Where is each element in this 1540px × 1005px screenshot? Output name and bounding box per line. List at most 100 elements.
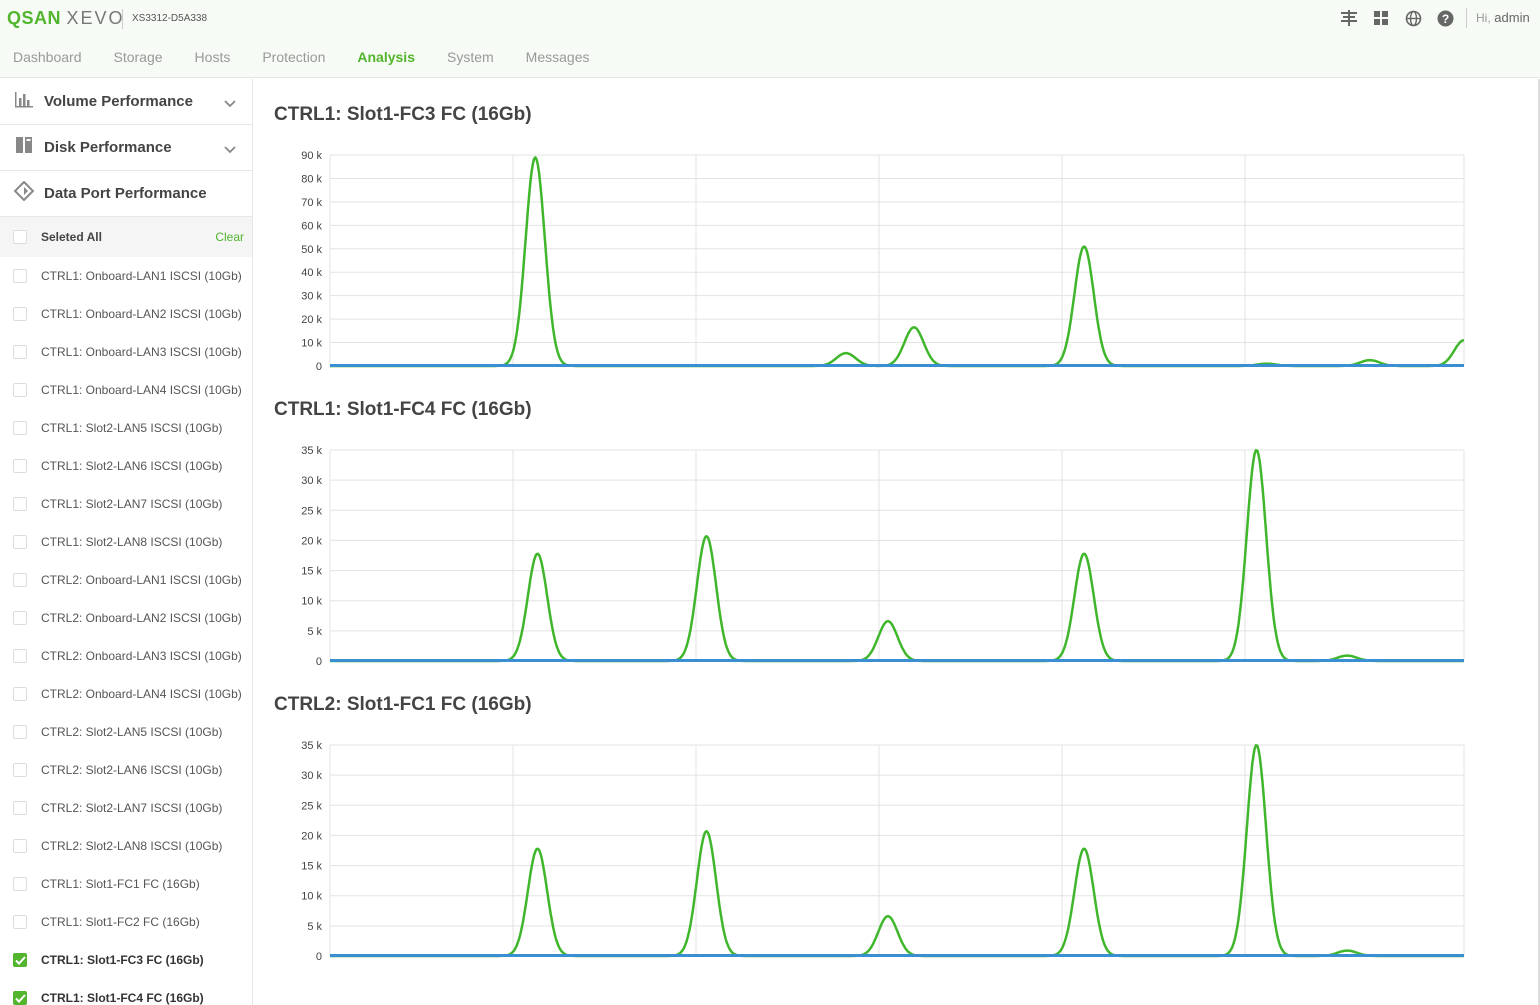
port-item[interactable]: CTRL1: Slot2-LAN8 ISCSI (10Gb) [0,523,252,561]
port-label: CTRL1: Slot2-LAN6 ISCSI (10Gb) [41,459,223,473]
svg-text:?: ? [1441,12,1448,26]
tab-storage[interactable]: Storage [113,49,163,65]
checkbox[interactable] [13,915,27,929]
brand-logo[interactable]: QSAN XEVO [7,8,125,29]
user-divider [1466,8,1467,28]
port-label: CTRL2: Slot2-LAN8 ISCSI (10Gb) [41,839,223,853]
sidebar: Volume Performance Disk Performance Data… [0,79,253,1005]
clear-link[interactable]: Clear [215,230,244,244]
port-label: CTRL2: Onboard-LAN4 ISCSI (10Gb) [41,687,242,701]
greeting: Hi, [1476,11,1491,25]
line-chart-ctrl1-fc4: 05 k10 k15 k20 k25 k30 k35 k9/14/2022, 0… [301,445,1465,668]
bar-chart-icon [14,90,34,113]
disk-icon [14,136,34,159]
checkbox[interactable] [13,649,27,663]
checkbox[interactable] [13,877,27,891]
globe-icon[interactable] [1404,9,1422,27]
port-item[interactable]: CTRL2: Onboard-LAN4 ISCSI (10Gb) [0,675,252,713]
port-item[interactable]: CTRL1: Slot1-FC3 FC (16Gb) [0,941,252,979]
port-item[interactable]: CTRL1: Onboard-LAN2 ISCSI (10Gb) [0,295,252,333]
checkbox[interactable] [13,497,27,511]
username: admin [1494,10,1530,25]
chevron-down-icon[interactable] [224,95,236,113]
chevron-down-icon[interactable] [224,141,236,159]
port-item[interactable]: CTRL2: Slot2-LAN6 ISCSI (10Gb) [0,751,252,789]
section-label: Data Port Performance [44,185,207,202]
port-list: CTRL1: Onboard-LAN1 ISCSI (10Gb) CTRL1: O… [0,257,252,1005]
checkbox[interactable] [13,763,27,777]
tab-analysis[interactable]: Analysis [357,49,415,65]
port-item[interactable]: CTRL2: Onboard-LAN3 ISCSI (10Gb) [0,637,252,675]
tab-dashboard[interactable]: Dashboard [13,49,82,65]
logo-secondary: XEVO [66,8,125,28]
port-item[interactable]: CTRL1: Slot1-FC2 FC (16Gb) [0,903,252,941]
help-icon[interactable]: ? [1436,9,1454,27]
port-label: CTRL1: Onboard-LAN2 ISCSI (10Gb) [41,307,242,321]
port-item[interactable]: CTRL1: Slot2-LAN5 ISCSI (10Gb) [0,409,252,447]
checkbox[interactable] [13,611,27,625]
chart-ctrl2-fc1: CTRL2: Slot1-FC1 FC (16Gb) 0 5 k 10 k 15 k 2… [254,669,1538,964]
chart-title: CTRL2: Slot1-FC1 FC (16Gb) [274,694,532,715]
tab-protection[interactable]: Protection [262,49,326,65]
grid-icon[interactable] [1372,9,1390,27]
chart-ctrl1-fc4: CTRL1: Slot1-FC4 FC (16Gb) 0 5 k 10 k 15 k 2… [254,374,1538,669]
section-data-port-performance[interactable]: Data Port Performance [0,171,252,217]
y-tick-label: 15 k [301,861,322,873]
checkbox[interactable] [13,459,27,473]
section-volume-performance[interactable]: Volume Performance [0,79,252,125]
port-item[interactable]: CTRL2: Onboard-LAN2 ISCSI (10Gb) [0,599,252,637]
port-item[interactable]: CTRL1: Slot1-FC1 FC (16Gb) [0,865,252,903]
select-all-checkbox[interactable] [13,230,27,244]
header-divider [122,9,123,29]
port-item[interactable]: CTRL1: Onboard-LAN1 ISCSI (10Gb) [0,257,252,295]
port-item[interactable]: CTRL1: Slot2-LAN7 ISCSI (10Gb) [0,485,252,523]
chart-title: CTRL1: Slot1-FC4 FC (16Gb) [274,399,532,420]
checkbox[interactable] [13,345,27,359]
port-label: CTRL1: Slot2-LAN7 ISCSI (10Gb) [41,497,223,511]
user-menu[interactable]: Hi, admin [1476,10,1530,25]
tab-hosts[interactable]: Hosts [194,49,231,65]
checkbox[interactable] [13,687,27,701]
tab-messages[interactable]: Messages [525,49,590,65]
port-item[interactable]: CTRL1: Slot1-FC4 FC (16Gb) [0,979,252,1005]
port-item[interactable]: CTRL2: Onboard-LAN1 ISCSI (10Gb) [0,561,252,599]
checkbox[interactable] [13,383,27,397]
checkbox[interactable] [13,725,27,739]
port-label: CTRL1: Slot1-FC2 FC (16Gb) [41,915,200,929]
checkbox[interactable] [13,801,27,815]
port-item[interactable]: CTRL2: Slot2-LAN5 ISCSI (10Gb) [0,713,252,751]
port-item[interactable]: CTRL1: Onboard-LAN4 ISCSI (10Gb) [0,371,252,409]
header-icons: ? [1340,9,1454,27]
tab-system[interactable]: System [446,49,494,65]
port-item[interactable]: CTRL2: Slot2-LAN7 ISCSI (10Gb) [0,789,252,827]
port-label: CTRL2: Onboard-LAN3 ISCSI (10Gb) [41,649,242,663]
scrollbar[interactable] [1538,79,1540,1005]
port-item[interactable]: CTRL1: Onboard-LAN3 ISCSI (10Gb) [0,333,252,371]
line-chart-ctrl2-fc1: 05 k10 k15 k20 k25 k30 k35 k9/14/2022, 0… [301,740,1465,963]
network-icon[interactable] [1340,9,1358,27]
port-label: CTRL1: Slot1-FC4 FC (16Gb) [41,991,204,1005]
port-label: CTRL1: Slot1-FC1 FC (16Gb) [41,877,200,891]
checkbox[interactable] [13,421,27,435]
checkbox[interactable] [13,269,27,283]
checkbox-checked[interactable] [13,991,27,1005]
check-icon [14,993,26,1003]
port-item[interactable]: CTRL1: Slot2-LAN6 ISCSI (10Gb) [0,447,252,485]
port-label: CTRL2: Onboard-LAN2 ISCSI (10Gb) [41,611,242,625]
checkbox[interactable] [13,535,27,549]
y-tick-label: 0 [316,951,322,963]
section-disk-performance[interactable]: Disk Performance [0,125,252,171]
port-item[interactable]: CTRL2: Slot2-LAN8 ISCSI (10Gb) [0,827,252,865]
section-label: Volume Performance [44,93,193,110]
y-tick-label: 20 k [301,314,322,326]
series-line-green [330,743,1464,958]
checkbox[interactable] [13,839,27,853]
checkbox-checked[interactable] [13,953,27,967]
checkbox[interactable] [13,573,27,587]
y-tick-label: 35 k [301,740,322,752]
y-tick-label: 10 k [301,596,322,608]
y-tick-label: 10 k [301,891,322,903]
y-tick-label: 70 k [301,197,322,209]
checkbox[interactable] [13,307,27,321]
y-tick-label: 40 k [301,267,322,279]
